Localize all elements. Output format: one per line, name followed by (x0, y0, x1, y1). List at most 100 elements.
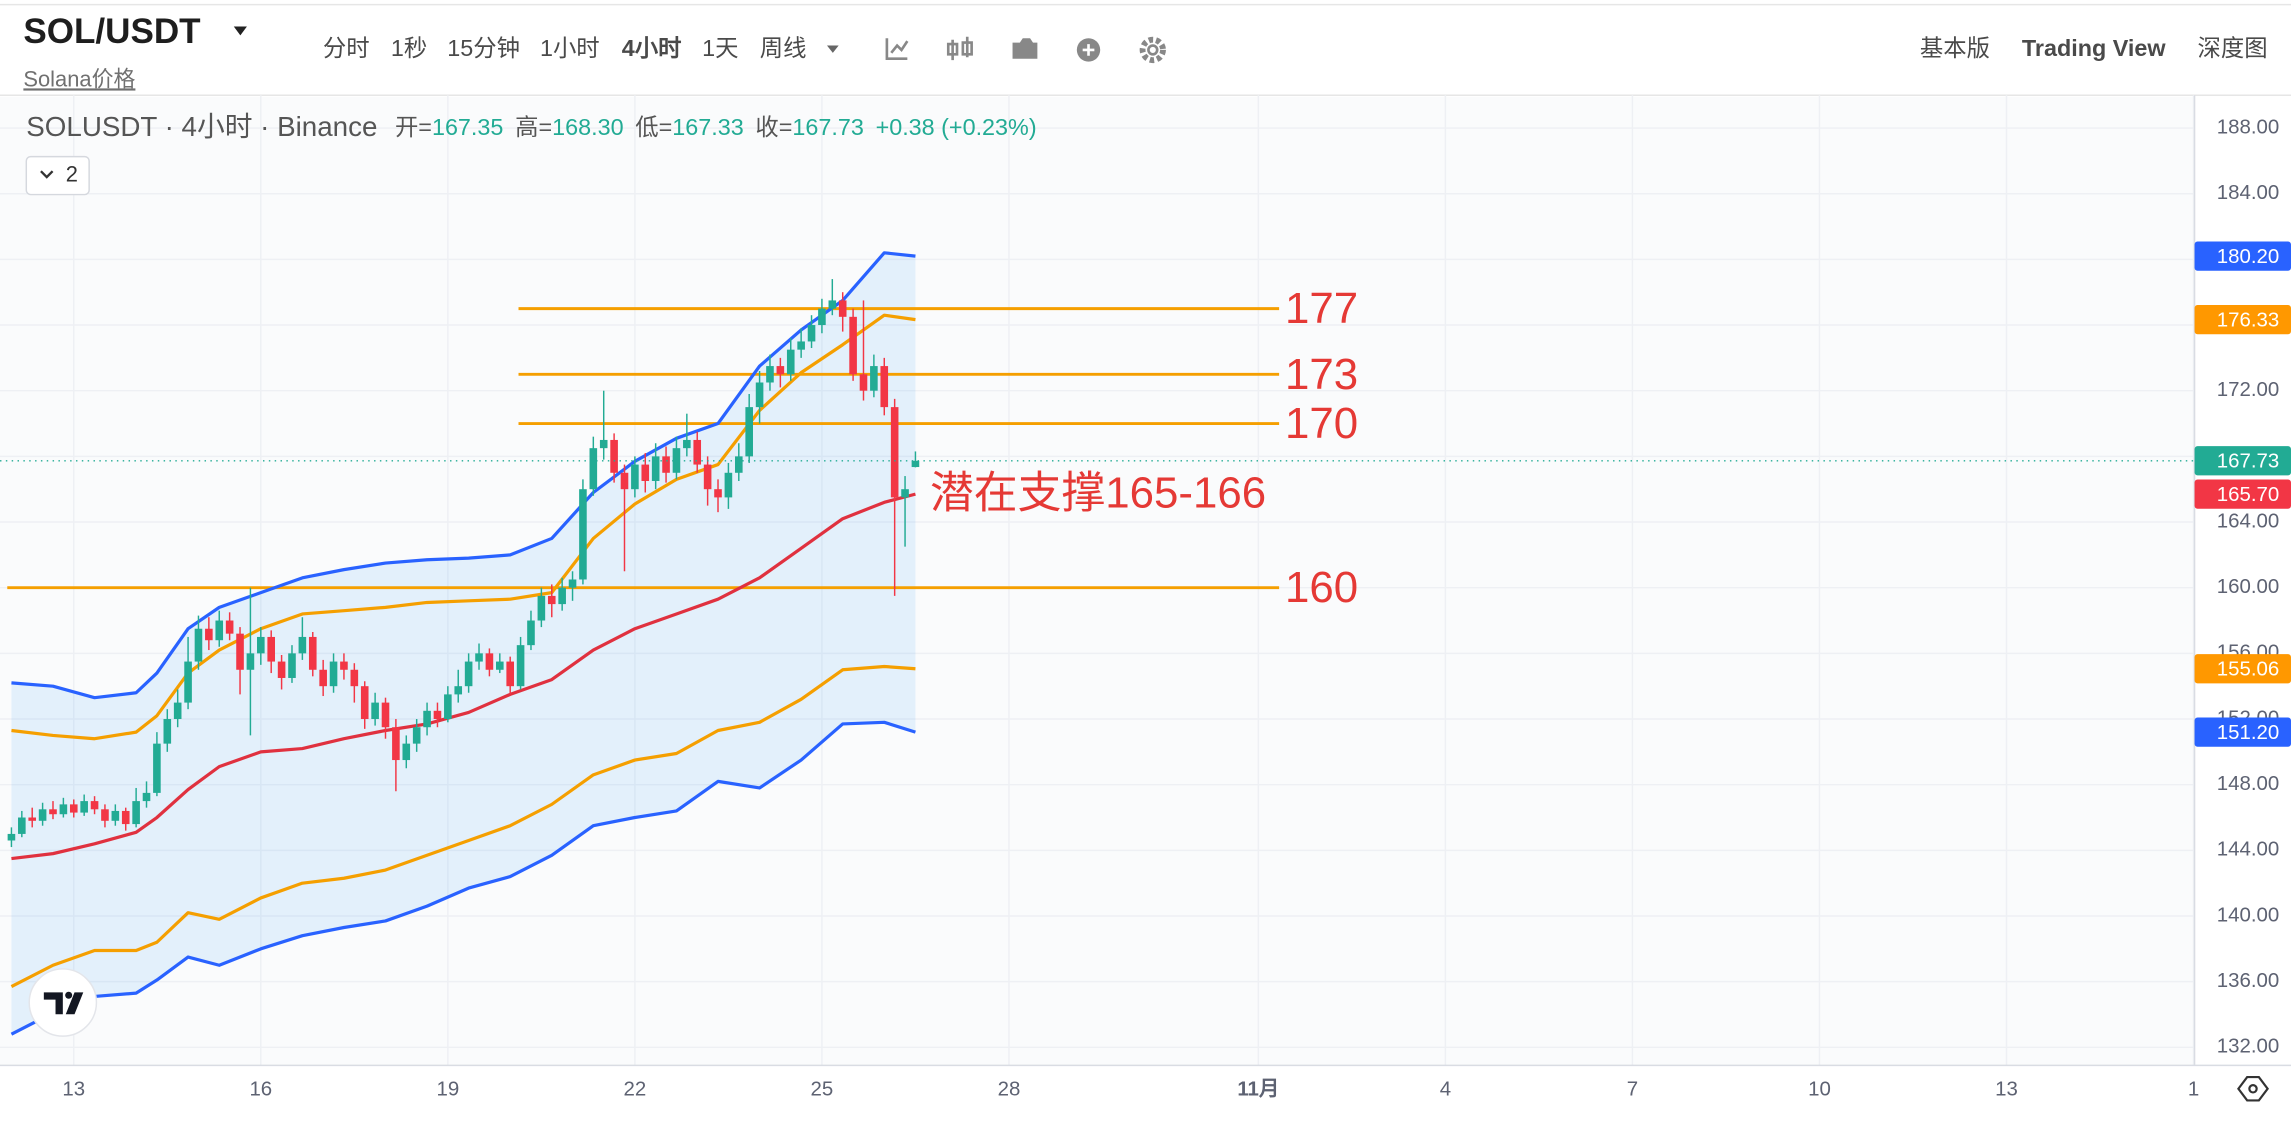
price-badge (2194, 305, 2291, 335)
x-tick-label: 25 (811, 1078, 834, 1101)
candle-body (641, 464, 650, 481)
x-tick-label: 16 (249, 1078, 272, 1101)
band-line (10, 720, 916, 1036)
legend: 2 SOLUSDT · 4小时 · Binance 开= 167.35 高= 168.3… (25, 111, 1037, 196)
price-badge (2194, 717, 2291, 747)
candle-body (516, 645, 525, 687)
interval-tab[interactable]: 4小时 (622, 35, 682, 61)
band-line (11, 313, 916, 741)
indicator-icon[interactable] (885, 38, 909, 61)
timezone-button[interactable] (2237, 1075, 2269, 1102)
candle-body (444, 694, 452, 720)
interval-dropdown[interactable] (826, 45, 839, 53)
candle-body (184, 661, 192, 703)
level-label: 170 (1285, 399, 1358, 448)
candle-body (589, 448, 598, 490)
view-tab[interactable]: 深度图 (2198, 35, 2268, 61)
plot-background (0, 96, 2195, 1066)
candle-body (755, 382, 764, 408)
legend-field-value: 168.30 (552, 114, 623, 140)
candle-body (69, 804, 78, 813)
x-tick-label: 22 (624, 1078, 647, 1101)
candle-body (59, 804, 68, 815)
candle-body (786, 349, 795, 375)
settings-icon[interactable] (1139, 36, 1166, 64)
annotation: 潜在支撑165-166 (930, 468, 1266, 517)
candle-body (880, 366, 889, 408)
candle-body (859, 374, 868, 391)
candle-body (173, 702, 182, 720)
candle-body (890, 407, 899, 498)
candle-icon[interactable] (946, 36, 973, 61)
candle-body (18, 817, 26, 834)
symbol-dropdown[interactable] (233, 26, 247, 36)
candle-body (257, 636, 265, 654)
candle-body (412, 727, 421, 744)
legend-field-label: 低= (635, 114, 672, 140)
y-tick-label: 148.00 (2217, 772, 2280, 795)
candle-body (870, 366, 878, 391)
candle-body (703, 464, 712, 490)
candle-body (672, 448, 681, 473)
interval-tab[interactable]: 分时 (323, 35, 370, 61)
y-tick-label: 188.00 (2217, 115, 2280, 138)
candle-body (49, 809, 57, 815)
legend-title: SOLUSDT · 4小时 · Binance (26, 111, 377, 142)
legend-change: +0.38 (+0.23%) (876, 114, 1037, 140)
price-badge-label: 165.70 (2217, 483, 2280, 506)
x-tick-label: 28 (998, 1078, 1021, 1101)
candle-body (319, 669, 327, 687)
camera-icon[interactable] (1012, 38, 1038, 59)
candle-body (807, 325, 816, 342)
candle-body (828, 300, 837, 309)
level-label: 160 (1285, 563, 1358, 612)
candle-body (537, 595, 546, 621)
candle-body (797, 341, 805, 350)
candle-body (121, 810, 130, 825)
subtitle[interactable]: Solana价格 (23, 66, 135, 91)
candle-body (579, 489, 587, 580)
price-badge (2194, 479, 2291, 509)
candle-body (277, 661, 286, 678)
x-tick-label: 13 (62, 1078, 85, 1101)
interval-tab[interactable]: 1秒 (391, 35, 427, 61)
y-tick-label: 136.00 (2217, 969, 2280, 992)
interval-tab[interactable]: 1天 (702, 35, 738, 61)
candle-body (308, 636, 317, 670)
candle-body (28, 817, 37, 821)
candle-body (766, 366, 774, 383)
tv-logo-dot (65, 991, 73, 999)
level-label: 177 (1285, 284, 1358, 333)
candle-body (360, 686, 369, 720)
interval-tab[interactable]: 15分钟 (447, 35, 520, 61)
candle-body (610, 439, 618, 473)
candle-body (246, 653, 255, 670)
interval-tab[interactable]: 周线 (760, 35, 807, 61)
candle-body (267, 636, 276, 662)
tv-logo[interactable] (28, 968, 98, 1037)
symbol[interactable]: SOL/USDT (23, 12, 201, 51)
candle-body (714, 489, 722, 498)
price-badge-label: 151.20 (2217, 721, 2280, 744)
price-badge (2194, 446, 2291, 476)
view-tab[interactable]: Trading View (2022, 35, 2166, 61)
settings-icon-center (1147, 44, 1159, 56)
price-badge-label: 176.33 (2217, 308, 2280, 331)
price-badge (2194, 654, 2291, 684)
candle-body (225, 620, 234, 634)
view-tab[interactable]: 基本版 (1920, 35, 1990, 61)
indicator-toggle[interactable] (25, 155, 90, 196)
candle-body (7, 833, 16, 841)
legend-field-value: 167.35 (432, 114, 503, 140)
y-tick-label: 132.00 (2217, 1035, 2280, 1058)
candle-body (163, 719, 172, 744)
candle-body (662, 456, 670, 473)
y-tick-label: 160.00 (2217, 575, 2280, 598)
candle-body (350, 669, 359, 687)
candle-body (423, 710, 431, 728)
interval-tab[interactable]: 1小时 (540, 35, 600, 61)
candle-body (90, 801, 99, 810)
legend-field-label: 收= (755, 114, 792, 140)
y-tick-label: 184.00 (2217, 181, 2280, 204)
